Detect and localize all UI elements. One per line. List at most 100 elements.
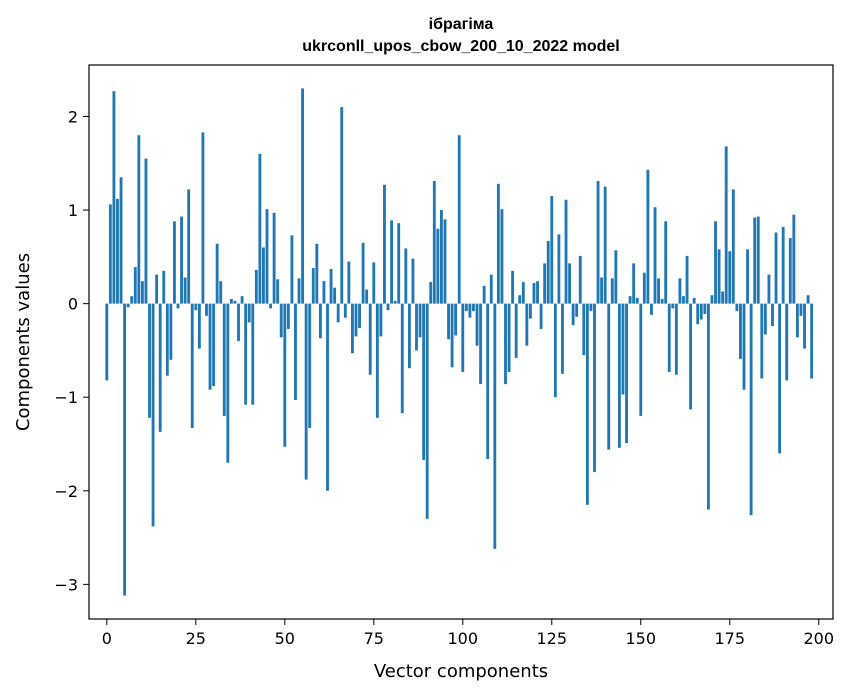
- bar-48: [276, 279, 280, 304]
- y-tick-label: −2: [54, 482, 78, 501]
- bar-106: [482, 285, 486, 304]
- bar-193: [792, 214, 796, 304]
- bar-169: [706, 303, 710, 510]
- x-axis-ticks: 0 25 50 75 100 125 150 175 200: [102, 619, 834, 648]
- bar-33: [222, 303, 226, 416]
- bar-95: [443, 219, 447, 304]
- bar-175: [728, 251, 732, 304]
- x-tick-label: 0: [102, 629, 112, 648]
- bar-149: [635, 298, 639, 304]
- bars-group: [105, 88, 814, 596]
- bar-58: [311, 268, 315, 304]
- bar-21: [180, 216, 183, 304]
- bar-194: [795, 303, 799, 338]
- bar-35: [229, 298, 233, 304]
- bar-183: [756, 216, 760, 304]
- bar-168: [703, 303, 707, 314]
- bar-81: [393, 300, 397, 304]
- bar-170: [710, 295, 714, 304]
- x-tick-label: 125: [537, 629, 568, 648]
- bar-57: [308, 303, 312, 429]
- bar-87: [415, 303, 418, 351]
- plot-frame: [88, 64, 834, 620]
- bar-6: [126, 303, 130, 308]
- bar-144: [617, 303, 621, 448]
- bar-39: [244, 303, 248, 405]
- bar-186: [767, 274, 771, 304]
- bar-182: [753, 217, 757, 304]
- x-tick-label: 50: [275, 629, 295, 648]
- bar-51: [286, 303, 290, 329]
- bar-185: [763, 303, 767, 335]
- bar-50: [283, 303, 287, 447]
- bar-17: [165, 303, 169, 376]
- x-tick-label: 200: [803, 629, 834, 648]
- bar-44: [262, 247, 265, 304]
- bar-63: [329, 269, 333, 304]
- bar-181: [749, 303, 753, 516]
- bar-154: [653, 207, 657, 304]
- bar-25: [194, 303, 198, 311]
- bar-12: [148, 303, 151, 418]
- bar-112: [504, 303, 507, 385]
- bar-47: [272, 212, 276, 304]
- bar-56: [304, 303, 308, 480]
- bar-113: [507, 303, 511, 372]
- bar-3: [116, 198, 119, 304]
- bar-134: [582, 303, 586, 356]
- bar-192: [788, 238, 792, 304]
- bar-130: [568, 263, 571, 304]
- bar-30: [212, 303, 216, 386]
- bar-118: [525, 303, 529, 346]
- bar-155: [657, 278, 660, 304]
- bar-9: [137, 135, 141, 304]
- bar-67: [343, 303, 347, 318]
- bar-138: [596, 181, 600, 304]
- y-tick-label: 0: [68, 295, 78, 314]
- bar-148: [632, 263, 636, 304]
- bar-78: [383, 184, 386, 304]
- bar-121: [536, 281, 539, 304]
- bar-107: [486, 303, 490, 459]
- bar-117: [521, 282, 525, 304]
- bar-38: [240, 296, 244, 304]
- bar-32: [219, 281, 223, 304]
- bar-152: [646, 169, 650, 304]
- bar-55: [301, 88, 305, 304]
- bar-143: [614, 250, 618, 304]
- bar-161: [678, 278, 682, 304]
- bar-72: [361, 242, 365, 304]
- bar-13: [151, 303, 155, 527]
- bar-187: [771, 303, 774, 327]
- bar-82: [397, 223, 401, 304]
- bar-195: [799, 303, 803, 316]
- bar-119: [528, 303, 532, 319]
- bar-41: [251, 303, 255, 405]
- y-axis-label: Components values: [13, 253, 34, 431]
- bar-126: [553, 303, 557, 398]
- y-tick-label: 2: [68, 107, 78, 126]
- bar-91: [429, 282, 433, 304]
- bar-164: [689, 303, 693, 410]
- bar-93: [436, 228, 440, 304]
- bar-34: [226, 303, 230, 463]
- bar-52: [290, 235, 294, 304]
- bar-42: [254, 269, 258, 304]
- bar-23: [187, 189, 191, 304]
- bar-163: [685, 255, 689, 304]
- bar-89: [422, 303, 426, 460]
- bar-157: [664, 221, 668, 304]
- bar-147: [628, 296, 632, 304]
- bar-69: [351, 303, 354, 354]
- x-tick-label: 25: [186, 629, 206, 648]
- bar-174: [724, 146, 728, 304]
- x-axis-label: Vector components: [374, 661, 548, 682]
- bar-20: [176, 303, 180, 309]
- bar-178: [739, 303, 742, 359]
- bar-31: [215, 243, 219, 304]
- bar-103: [472, 303, 475, 312]
- bar-10: [140, 281, 144, 304]
- bar-65: [336, 303, 340, 323]
- bar-22: [183, 277, 187, 304]
